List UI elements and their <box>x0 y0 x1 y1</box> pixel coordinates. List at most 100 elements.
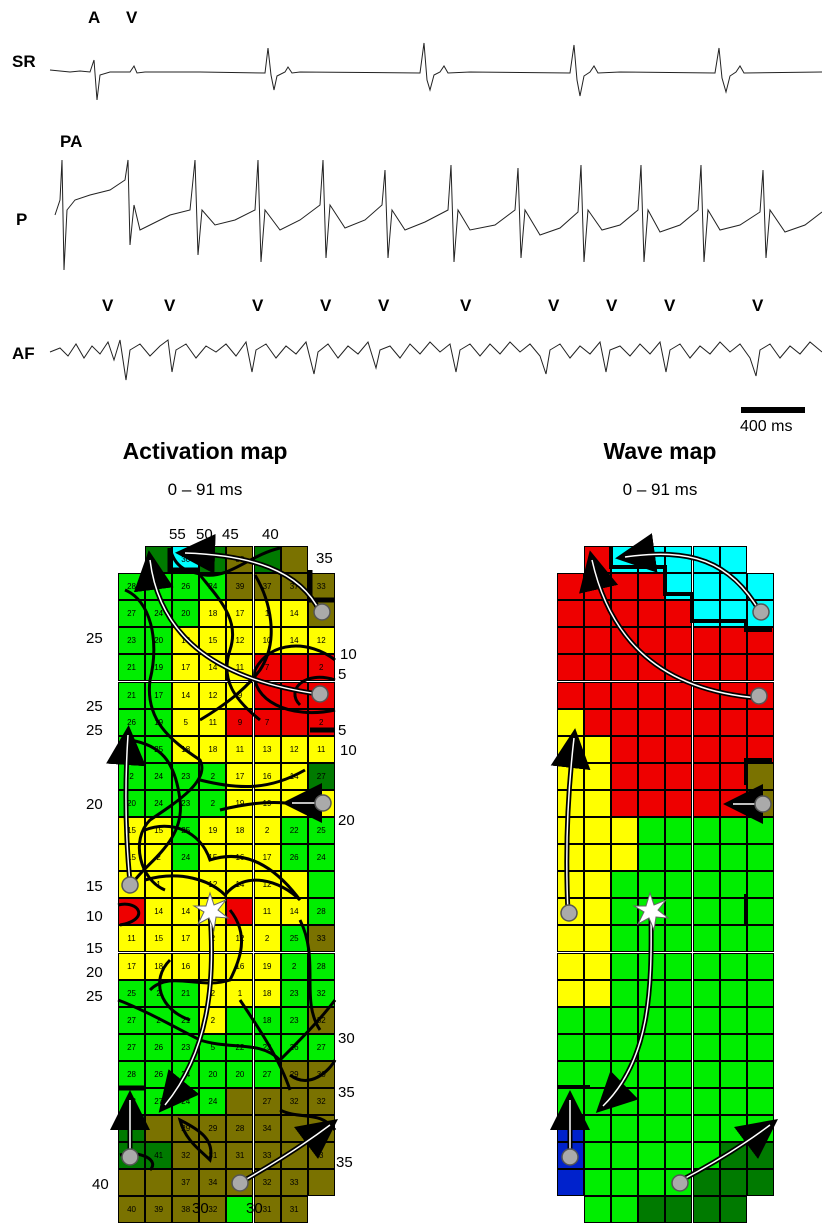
wave-cell <box>692 1088 720 1116</box>
activation-cell: 9 <box>226 708 254 736</box>
activation-cell: 24 <box>307 844 335 872</box>
activation-cell: 11 <box>307 735 335 763</box>
activation-cell <box>307 1169 335 1197</box>
wave-cell <box>584 762 612 790</box>
activation-cell: 23 <box>280 1006 308 1034</box>
af-marker-v-1: V <box>102 296 114 315</box>
wave-cell <box>638 871 666 899</box>
wave-cell <box>638 817 666 845</box>
wave-cell <box>665 925 693 953</box>
iso-label: 55 <box>169 526 186 543</box>
activation-cell: 14 <box>145 898 173 926</box>
iso-label: 30 <box>192 1200 209 1217</box>
wave-cell <box>665 817 693 845</box>
wave-cell <box>665 762 693 790</box>
activation-cell: 39 <box>226 573 254 601</box>
wave-cell <box>611 844 639 872</box>
wave-cell <box>719 708 747 736</box>
iso-label: 10 <box>340 646 357 663</box>
wave-cell <box>638 1142 666 1170</box>
sr-marker-a: A <box>88 8 101 27</box>
wave-cell <box>692 1033 720 1061</box>
af-marker-v-7: V <box>548 296 560 315</box>
wave-cell <box>692 708 720 736</box>
activation-cell: 20 <box>118 789 146 817</box>
af-marker-v-6: V <box>460 296 472 315</box>
activation-cell: 27 <box>253 1088 281 1116</box>
activation-cell: 18 <box>253 979 281 1007</box>
wave-cell <box>746 1169 774 1197</box>
iso-label: 30 <box>246 1200 263 1217</box>
wave-cell <box>638 573 666 601</box>
activation-cell: 20 <box>172 600 200 628</box>
wave-cell <box>746 1088 774 1116</box>
iso-label: 20 <box>338 812 355 829</box>
wave-cell <box>557 925 585 953</box>
wave-cell <box>692 762 720 790</box>
af-marker-v-5: V <box>378 296 390 315</box>
wave-cell <box>719 654 747 682</box>
activation-cell: 27 <box>253 1060 281 1088</box>
activation-cell: 14 <box>280 600 308 628</box>
activation-cell: 13 <box>253 735 281 763</box>
wave-cell <box>692 627 720 655</box>
wave-map-range: 0 – 91 ms <box>622 480 698 499</box>
sr-marker-v: V <box>126 8 138 27</box>
iso-label: 5 <box>338 666 347 683</box>
wave-cell <box>557 600 585 628</box>
iso-label: 25 <box>86 630 103 647</box>
activation-cell: 33 <box>307 925 335 953</box>
wave-cell <box>611 735 639 763</box>
wave-cell <box>584 844 612 872</box>
wave-cell <box>584 952 612 980</box>
wave-cell <box>665 546 693 574</box>
activation-cell: 37 <box>172 1169 200 1197</box>
scale-bar <box>741 407 805 413</box>
wave-arrows <box>550 533 779 1184</box>
wave-cell <box>611 979 639 1007</box>
activation-cell: 23 <box>118 627 146 655</box>
iso-label: 15 <box>86 878 103 895</box>
activation-cell: 18 <box>145 952 173 980</box>
activation-cell <box>307 871 335 899</box>
wave-cell <box>665 789 693 817</box>
activation-cell: 20 <box>145 627 173 655</box>
activation-cell: 24 <box>199 1088 227 1116</box>
activation-cell: 11 <box>226 654 254 682</box>
iso-label: 10 <box>340 742 357 759</box>
activation-cell <box>280 546 308 574</box>
activation-cell: 34 <box>253 1115 281 1143</box>
activation-cell: 2 <box>280 952 308 980</box>
wave-cell <box>557 844 585 872</box>
wave-cell <box>719 1060 747 1088</box>
wave-cell <box>611 708 639 736</box>
wave-cell <box>692 844 720 872</box>
wave-cell <box>611 952 639 980</box>
wave-arrows-highlight <box>566 553 771 1182</box>
activation-cell: 2 <box>118 762 146 790</box>
wave-cell <box>665 1142 693 1170</box>
wave-cell <box>665 871 693 899</box>
activation-cell: 28 <box>307 898 335 926</box>
wave-cell <box>692 1060 720 1088</box>
activation-cell: 34 <box>199 1169 227 1197</box>
wave-cell <box>584 898 612 926</box>
wave-cell <box>665 844 693 872</box>
wave-cell <box>719 1169 747 1197</box>
wave-cell <box>692 871 720 899</box>
wave-cell <box>692 789 720 817</box>
activation-cell: 24 <box>172 844 200 872</box>
wave-cell <box>665 708 693 736</box>
wave-cell <box>746 1006 774 1034</box>
activation-cell: 15 <box>199 627 227 655</box>
activation-origin-points <box>121 603 332 1192</box>
activation-cell: 11 <box>253 898 281 926</box>
activation-cell: 26 <box>280 844 308 872</box>
wave-cell <box>611 1169 639 1197</box>
wave-cell <box>638 735 666 763</box>
wave-cell <box>611 627 639 655</box>
isochrone-lines <box>117 546 337 1172</box>
af-marker-v-3: V <box>252 296 264 315</box>
wave-cell <box>557 1033 585 1061</box>
